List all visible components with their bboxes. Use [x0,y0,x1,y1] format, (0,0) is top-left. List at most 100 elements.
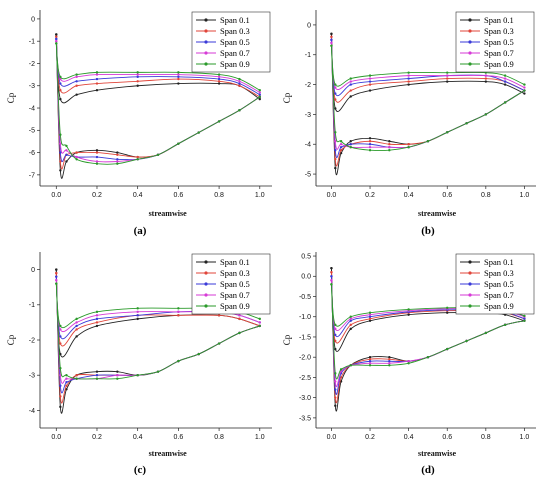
data-point [95,374,99,377]
legend-marker [468,271,472,275]
x-tick-label: 0.0 [327,192,337,199]
data-point [136,307,139,310]
data-point [136,374,139,377]
data-point [334,380,337,383]
data-point [334,83,337,86]
legend-label: Span 0.9 [220,301,250,311]
data-point [59,151,62,154]
data-point [258,97,261,101]
data-point [95,370,99,373]
data-point [59,328,62,331]
x-tick-label: 0.8 [481,192,491,199]
data-point [136,314,139,317]
y-tick-label: -2 [305,82,311,89]
data-point [446,311,449,314]
data-point [75,155,78,159]
data-point [339,368,343,371]
data-point [368,74,372,77]
legend-label: Span 0.1 [484,15,514,25]
data-point [484,331,488,335]
legend-label: Span 0.3 [220,26,250,36]
data-point [388,149,391,152]
data-point [55,42,58,45]
y-tick-label: 0.5 [301,253,311,260]
x-tick-label: 0.0 [51,434,61,441]
x-tick-label: 0.0 [51,192,61,199]
data-point [177,359,180,363]
data-point [65,384,68,387]
data-point [388,143,391,146]
data-point [368,355,372,359]
data-point [349,364,352,367]
data-point [368,80,372,83]
data-point [258,93,261,96]
y-tick-label: -4 [29,105,35,112]
data-point [116,158,119,161]
data-point [349,95,352,98]
chart-panel-d: 0.5 0.0 -0.5 -1.0 -1.5 -2.0 -2.5 -3.0 -3.5 0.0 0.2… [282,252,536,476]
data-point [368,364,372,367]
x-axis-label: streamwise [418,449,457,458]
data-point [59,342,62,345]
data-point [368,313,372,316]
data-point [75,93,78,96]
y-tick-label: -2 [29,61,35,68]
y-tick-label: -2.0 [299,355,311,362]
data-point [523,83,526,86]
data-point [368,146,372,149]
legend-marker [468,282,472,286]
y-tick-label: -2 [29,337,35,344]
data-point [258,317,261,321]
y-tick-label: -1 [305,52,311,59]
data-point [349,83,352,86]
x-tick-label: 1.0 [520,434,530,441]
data-point [446,347,449,351]
data-point [334,372,337,375]
y-tick-label: 0 [307,22,311,29]
legend-label: Span 0.1 [220,15,250,25]
data-point [334,347,337,351]
legend-marker [468,29,472,33]
data-point [388,140,391,143]
data-point [59,169,62,172]
data-point [465,122,468,125]
data-point [177,75,180,79]
legend-label: Span 0.7 [484,48,514,58]
data-point [95,317,99,321]
y-tick-label: -3 [29,83,35,90]
data-point [334,323,337,327]
y-axis-label: Cp [282,334,292,345]
data-point [330,271,333,274]
data-point [136,71,139,74]
data-point [177,314,180,317]
data-point [330,279,333,282]
legend-label: Span 0.7 [220,48,250,58]
legend-marker [204,271,208,275]
x-tick-label: 0.4 [404,434,414,441]
data-point [217,77,221,81]
legend-marker [204,18,208,22]
chart-panel-b: 0 -1 -2 -3 -4 -5 0.0 0.2 0.4 0.6 0.8 1.0 streamwise C… [282,10,536,237]
data-point [75,75,78,79]
data-point [334,92,337,95]
y-tick-label: -3.5 [299,415,311,422]
data-point [258,324,261,328]
data-point [75,324,78,328]
data-point [177,82,180,85]
x-axis-label: streamwise [149,449,188,458]
data-point [484,74,488,77]
data-point [349,80,352,83]
y-tick-label: -1.0 [299,314,311,321]
legend-label: Span 0.9 [484,59,514,69]
y-tick-label: -6 [29,150,35,157]
data-point [217,82,221,85]
data-point [339,149,343,152]
data-point [156,370,160,373]
legend-marker [204,260,208,264]
data-point [349,317,352,320]
data-point [95,82,99,85]
data-point [503,323,507,327]
legend-label: Span 0.3 [484,26,514,36]
